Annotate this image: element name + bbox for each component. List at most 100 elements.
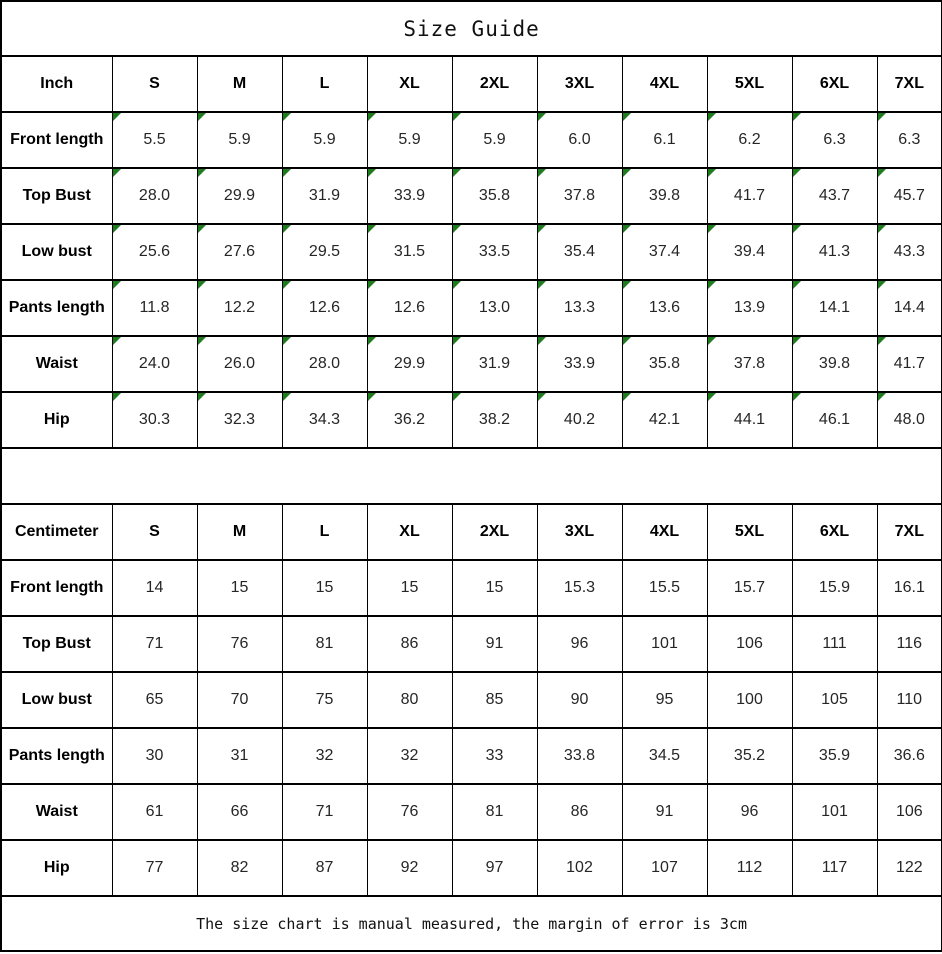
cell-value: 6.3	[898, 131, 921, 148]
green-corner-flag-icon	[623, 338, 631, 345]
measurement-row: Low bust 25.6 27.6 29.5 31.5 33.5 35.4 37.4 39.4…	[0, 223, 942, 281]
green-corner-flag-icon	[198, 226, 206, 233]
cell-value: 40.2	[563, 411, 596, 428]
cell-value: 90	[570, 691, 589, 708]
cell-value: 35.9	[818, 747, 851, 764]
value-cell: 75	[281, 671, 368, 729]
cell-value: 14.4	[893, 299, 925, 316]
value-cell: 39.8	[791, 335, 878, 393]
size-header-cell: 2XL	[451, 503, 538, 561]
size-header-cell: 7XL	[876, 503, 942, 561]
value-cell: 116	[876, 615, 942, 673]
green-corner-flag-icon	[793, 114, 801, 121]
cell-value: 48.0	[893, 411, 925, 428]
value-cell: 6.3	[876, 111, 942, 169]
measurement-row: Waist 61 66 71 76 81 86 91 96 101 106	[0, 783, 942, 841]
cell-value: 110	[896, 691, 923, 708]
value-cell: 15.5	[621, 559, 708, 617]
value-cell: 33.9	[536, 335, 623, 393]
size-header-cell: 4XL	[621, 55, 708, 113]
cell-value: 36.6	[893, 747, 925, 764]
gap-cell	[0, 447, 942, 505]
green-corner-flag-icon	[878, 114, 886, 121]
cell-value: 33.9	[393, 187, 426, 204]
row-label-cell: Top Bust	[0, 167, 113, 225]
cell-value: 37.8	[563, 187, 596, 204]
green-corner-flag-icon	[113, 394, 121, 401]
value-cell: 15.9	[791, 559, 878, 617]
green-corner-flag-icon	[538, 170, 546, 177]
size-header-cell: 4XL	[621, 503, 708, 561]
value-cell: 41.7	[876, 335, 942, 393]
value-cell: 39.8	[621, 167, 708, 225]
cell-value: 13.9	[733, 299, 766, 316]
value-cell: 106	[876, 783, 942, 841]
green-corner-flag-icon	[113, 170, 121, 177]
value-cell: 30	[111, 727, 198, 785]
note-row: The size chart is manual measured, the m…	[0, 895, 942, 952]
green-corner-flag-icon	[793, 226, 801, 233]
cell-value: 15	[485, 579, 504, 596]
cell-value: 66	[230, 803, 249, 820]
green-corner-flag-icon	[198, 282, 206, 289]
value-cell: 13.9	[706, 279, 793, 337]
cell-value: 76	[230, 635, 249, 652]
measurement-row: Hip 30.3 32.3 34.3 36.2 38.2 40.2 42.1 44.1 46.1 4…	[0, 391, 942, 449]
value-cell: 97	[451, 839, 538, 897]
green-corner-flag-icon	[708, 226, 716, 233]
green-corner-flag-icon	[793, 282, 801, 289]
green-corner-flag-icon	[623, 394, 631, 401]
value-cell: 70	[196, 671, 283, 729]
value-cell: 32	[366, 727, 453, 785]
value-cell: 15	[196, 559, 283, 617]
row-label: Top Bust	[22, 635, 91, 652]
row-label-cell: Front length	[0, 559, 113, 617]
value-cell: 41.7	[706, 167, 793, 225]
row-label-cell: Hip	[0, 839, 113, 897]
value-cell: 76	[196, 615, 283, 673]
cell-value: 86	[400, 635, 419, 652]
cell-value: 39.8	[818, 355, 851, 372]
green-corner-flag-icon	[878, 282, 886, 289]
value-cell: 35.9	[791, 727, 878, 785]
cell-value: 76	[400, 803, 419, 820]
cell-value: 116	[896, 635, 923, 652]
row-label-cell: Top Bust	[0, 615, 113, 673]
cell-value: 71	[145, 635, 164, 652]
green-corner-flag-icon	[793, 170, 801, 177]
row-label: Pants length	[8, 299, 105, 316]
row-label: Front length	[10, 579, 104, 596]
size-header-cell: 2XL	[451, 55, 538, 113]
value-cell: 12.6	[366, 279, 453, 337]
value-cell: 35.4	[536, 223, 623, 281]
green-corner-flag-icon	[368, 394, 376, 401]
value-cell: 122	[876, 839, 942, 897]
value-cell: 25.6	[111, 223, 198, 281]
cell-value: 12.6	[308, 299, 341, 316]
value-cell: 106	[706, 615, 793, 673]
cell-value: 29.9	[223, 187, 256, 204]
value-cell: 117	[791, 839, 878, 897]
cell-value: 43.3	[893, 243, 925, 260]
value-cell: 31.9	[281, 167, 368, 225]
value-cell: 5.9	[281, 111, 368, 169]
green-corner-flag-icon	[368, 338, 376, 345]
value-cell: 86	[536, 783, 623, 841]
cell-value: 33.5	[478, 243, 511, 260]
cell-value: 32.3	[223, 411, 256, 428]
value-cell: 30.3	[111, 391, 198, 449]
cell-value: 33	[485, 747, 504, 764]
value-cell: 90	[536, 671, 623, 729]
cell-value: 31.9	[308, 187, 341, 204]
cell-value: 96	[740, 803, 759, 820]
size-header-cell: M	[196, 55, 283, 113]
value-cell: 33.5	[451, 223, 538, 281]
size-header-cell: S	[111, 503, 198, 561]
green-corner-flag-icon	[368, 226, 376, 233]
value-cell: 35.2	[706, 727, 793, 785]
measurement-row: Low bust 65 70 75 80 85 90 95 100 105 110	[0, 671, 942, 729]
cell-value: 44.1	[733, 411, 766, 428]
row-label: Waist	[35, 803, 78, 820]
value-cell: 33.9	[366, 167, 453, 225]
